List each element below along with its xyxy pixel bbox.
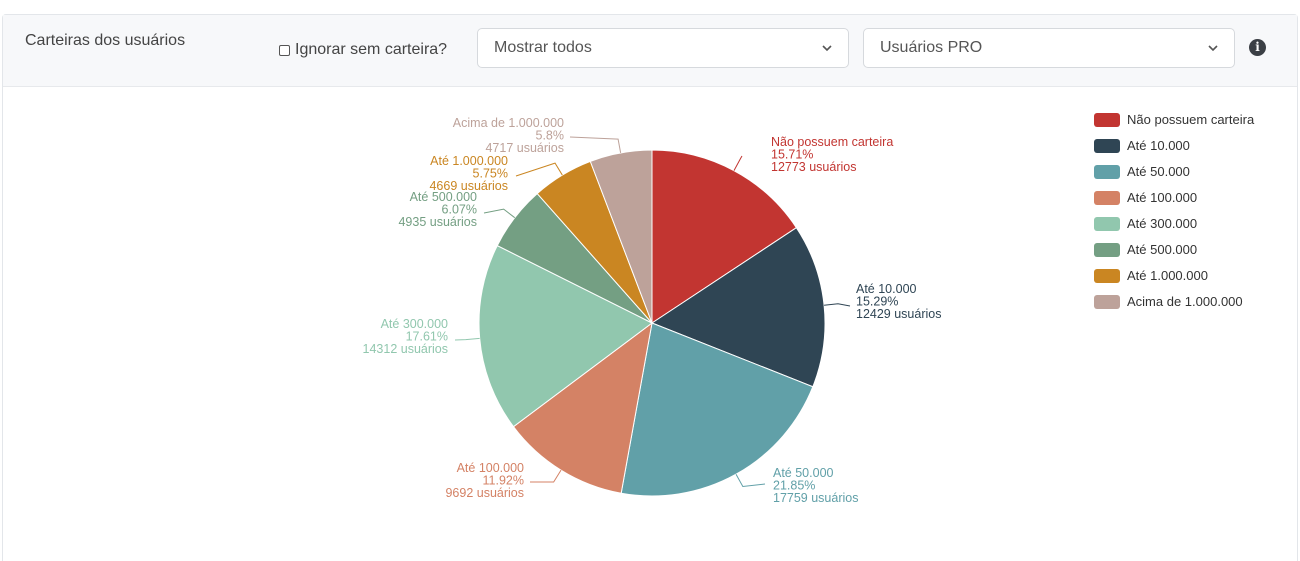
slice-label-name: Até 100.000 <box>457 461 524 475</box>
legend-swatch <box>1094 191 1120 205</box>
legend-swatch <box>1094 139 1120 153</box>
pie-slice[interactable] <box>651 149 798 324</box>
legend-label: Até 300.000 <box>1127 216 1198 231</box>
pie-slice[interactable] <box>512 321 653 494</box>
show-filter-value: Mostrar todos <box>494 39 592 56</box>
legend-label: Não possuem carteira <box>1127 112 1255 127</box>
legend-label: Até 1.000.000 <box>1127 268 1208 283</box>
legend-label: Até 10.000 <box>1127 138 1190 153</box>
checkbox-box[interactable] <box>279 44 290 56</box>
chevron-down-icon <box>822 45 832 52</box>
label-leader-line <box>735 473 766 487</box>
legend-swatch <box>1094 217 1120 231</box>
legend-item[interactable]: Até 50.000 <box>1094 164 1254 190</box>
pie-slice[interactable] <box>589 149 653 324</box>
label-leader-line <box>733 155 743 171</box>
user-type-select[interactable]: Usuários PRO <box>863 28 1235 68</box>
slice-label-name: Até 1.000.000 <box>430 154 508 168</box>
legend-label: Até 100.000 <box>1127 190 1198 205</box>
checkbox-label: Ignorar sem carteira? <box>295 41 448 58</box>
slice-label-users: 17759 usuários <box>773 491 858 505</box>
slice-label-percent: 21.85% <box>773 479 815 493</box>
legend-item[interactable]: Acima de 1.000.000 <box>1094 294 1254 320</box>
slice-label-percent: 11.92% <box>483 474 524 488</box>
legend-swatch <box>1094 243 1120 257</box>
slice-label-users: 12773 usuários <box>771 160 856 174</box>
slice-label-percent: 15.29% <box>856 295 898 309</box>
show-filter-select[interactable]: Mostrar todos <box>477 28 849 68</box>
legend-item[interactable]: Até 100.000 <box>1094 190 1254 216</box>
label-leader-line <box>824 303 851 307</box>
card-title: Carteiras dos usuários <box>25 32 186 49</box>
label-leader-line <box>529 469 562 483</box>
label-leader-line <box>515 162 563 177</box>
slice-label-users: 9692 usuários <box>445 486 524 500</box>
pie-slice[interactable] <box>650 226 826 388</box>
chevron-down-icon <box>1208 45 1218 52</box>
legend-swatch <box>1094 269 1120 283</box>
legend-label: Até 50.000 <box>1127 164 1190 179</box>
label-leader-line <box>454 337 480 341</box>
slice-label-users: 14312 usuários <box>363 342 448 356</box>
slice-label-percent: 5.8% <box>536 129 565 143</box>
pie-slice[interactable] <box>620 322 814 497</box>
legend-item[interactable]: Não possuem carteira <box>1094 112 1254 138</box>
slice-label-users: 12429 usuários <box>856 307 941 321</box>
label-leader-line <box>483 208 516 219</box>
slice-label-users: 4717 usuários <box>485 141 564 155</box>
legend-label: Acima de 1.000.000 <box>1127 294 1243 309</box>
slice-label-users: 4669 usuários <box>429 179 508 193</box>
chart-legend: Não possuem carteira Até 10.000 Até 50.000… <box>1094 112 1254 320</box>
slice-label-percent: 15.71% <box>771 148 813 162</box>
slice-label-name: Até 300.000 <box>381 317 448 331</box>
slice-label-name: Até 10.000 <box>856 282 917 296</box>
slice-label-percent: 17.61% <box>406 330 448 344</box>
pie-slice[interactable] <box>478 244 653 428</box>
slice-label-users: 4935 usuários <box>398 215 477 229</box>
legend-item[interactable]: Até 10.000 <box>1094 138 1254 164</box>
slice-label-name: Até 50.000 <box>773 466 834 480</box>
slice-label-name: Não possuem carteira <box>771 135 893 149</box>
legend-swatch <box>1094 165 1120 179</box>
card-header: Carteiras dos usuários Ignorar sem carte… <box>3 15 1297 87</box>
slice-label-percent: 6.07% <box>442 203 477 217</box>
ignore-no-wallet-checkbox[interactable]: Ignorar sem carteira? <box>279 41 447 59</box>
user-type-value: Usuários PRO <box>880 39 983 56</box>
legend-label: Até 500.000 <box>1127 242 1198 257</box>
label-leader-line <box>569 136 622 153</box>
slice-label-name: Até 500.000 <box>410 190 477 204</box>
legend-item[interactable]: Até 500.000 <box>1094 242 1254 268</box>
legend-swatch <box>1094 295 1120 309</box>
slice-label-percent: 5.75% <box>473 167 508 181</box>
legend-swatch <box>1094 113 1120 127</box>
legend-item[interactable]: Até 1.000.000 <box>1094 268 1254 294</box>
info-circle-icon[interactable]: i <box>1249 39 1266 56</box>
legend-item[interactable]: Até 300.000 <box>1094 216 1254 242</box>
slice-label-name: Acima de 1.000.000 <box>453 116 564 130</box>
